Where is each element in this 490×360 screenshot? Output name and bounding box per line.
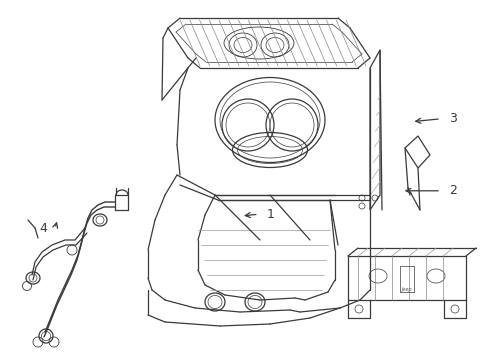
Text: 3: 3 [449, 112, 457, 125]
Text: 2: 2 [449, 184, 457, 197]
Text: Jeep: Jeep [402, 288, 412, 292]
Text: 4: 4 [39, 222, 47, 235]
Text: 1: 1 [267, 208, 274, 221]
